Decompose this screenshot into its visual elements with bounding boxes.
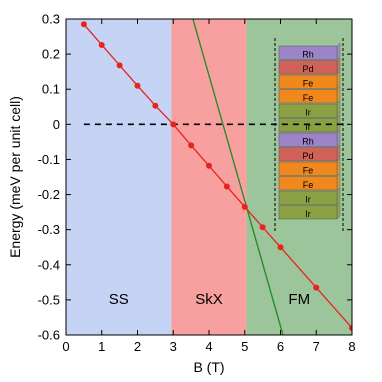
layer-side bbox=[336, 42, 341, 61]
point bbox=[223, 183, 230, 190]
layer-stack: Rh Pd Fe Fe Ir Ir Rh Pd Fe Fe Ir Ir bbox=[274, 38, 344, 232]
layer-side bbox=[336, 129, 341, 148]
layer-label: Ir bbox=[305, 194, 311, 204]
series-line bbox=[192, 19, 284, 335]
y-tick-label: 0.3 bbox=[42, 12, 60, 27]
layer-label: Fe bbox=[303, 93, 314, 103]
layer bbox=[278, 103, 338, 118]
y-axis-label: Energy (meV per unit cell) bbox=[7, 96, 23, 258]
x-tick-label: 4 bbox=[205, 339, 212, 354]
region bbox=[171, 19, 247, 335]
point bbox=[80, 21, 87, 28]
series-line bbox=[83, 23, 352, 329]
point bbox=[98, 41, 105, 48]
x-tick-label: 3 bbox=[170, 339, 177, 354]
region-label: FM bbox=[288, 291, 310, 308]
layer bbox=[278, 161, 338, 176]
layer-label: Ir bbox=[305, 107, 311, 117]
x-tick-label: 7 bbox=[313, 339, 320, 354]
layer-side bbox=[336, 158, 341, 177]
region-label: SkX bbox=[195, 291, 223, 308]
layer-side bbox=[336, 100, 341, 119]
layer-side bbox=[336, 71, 341, 90]
y-tick-label: -0.5 bbox=[38, 292, 60, 307]
x-tick-label: 5 bbox=[241, 339, 248, 354]
layer bbox=[278, 190, 338, 205]
layer-label: Fe bbox=[303, 165, 314, 175]
region bbox=[66, 19, 172, 335]
point bbox=[313, 284, 320, 291]
layer-label: Pd bbox=[302, 64, 313, 74]
point bbox=[206, 162, 212, 169]
layer-side bbox=[336, 143, 341, 162]
layer-label: Rh bbox=[302, 49, 314, 59]
point bbox=[134, 82, 141, 89]
x-tick-label: 1 bbox=[98, 339, 105, 354]
point bbox=[188, 142, 195, 149]
y-tick-label: 0.1 bbox=[42, 82, 60, 97]
layer-label: Ir bbox=[305, 209, 311, 219]
y-tick-label: 0.2 bbox=[42, 47, 60, 62]
point bbox=[170, 121, 177, 128]
x-axis-label: B (T) bbox=[193, 359, 224, 375]
layer-label: Rh bbox=[302, 136, 314, 146]
y-tick-label: -0.1 bbox=[38, 152, 60, 167]
layer-side bbox=[336, 56, 341, 75]
point bbox=[277, 244, 284, 251]
region-label: SS bbox=[109, 291, 129, 308]
layer bbox=[278, 74, 338, 89]
point bbox=[152, 102, 159, 109]
x-tick-label: 2 bbox=[134, 339, 141, 354]
layer bbox=[278, 176, 338, 191]
x-tick-label: 6 bbox=[277, 339, 284, 354]
layer-label: Fe bbox=[303, 78, 314, 88]
layer bbox=[278, 205, 338, 220]
layer bbox=[278, 45, 338, 60]
y-tick-label: -0.2 bbox=[38, 187, 60, 202]
y-tick-label: 0 bbox=[53, 117, 60, 132]
layer-label: Ir bbox=[305, 122, 311, 132]
y-tick-label: -0.4 bbox=[38, 257, 60, 272]
x-tick-label: 8 bbox=[348, 339, 355, 354]
regions: SS SkX FM bbox=[66, 19, 352, 335]
layer bbox=[278, 60, 338, 75]
layer bbox=[278, 132, 338, 147]
point bbox=[116, 62, 123, 69]
layer bbox=[278, 147, 338, 162]
axes: 0 1 2 3 4 5 6 7 8 0.3 0.2 0.1 0 -0.1 -0.2 -0.3 -0.4 -0.5 -… bbox=[38, 12, 356, 355]
y-tick-label: -0.3 bbox=[38, 222, 60, 237]
plot-lines bbox=[80, 19, 352, 335]
layer-side bbox=[336, 85, 341, 104]
y-tick-label: -0.6 bbox=[38, 328, 60, 343]
point bbox=[349, 324, 352, 331]
layer-side bbox=[336, 172, 341, 191]
point bbox=[259, 224, 266, 231]
layer bbox=[278, 118, 338, 133]
layer bbox=[278, 89, 338, 104]
layer-label: Fe bbox=[303, 180, 314, 190]
layer-label: Pd bbox=[302, 151, 313, 161]
layer-side bbox=[336, 201, 341, 220]
x-tick-label: 0 bbox=[62, 339, 69, 354]
point bbox=[241, 203, 248, 210]
layer-side bbox=[336, 187, 341, 206]
